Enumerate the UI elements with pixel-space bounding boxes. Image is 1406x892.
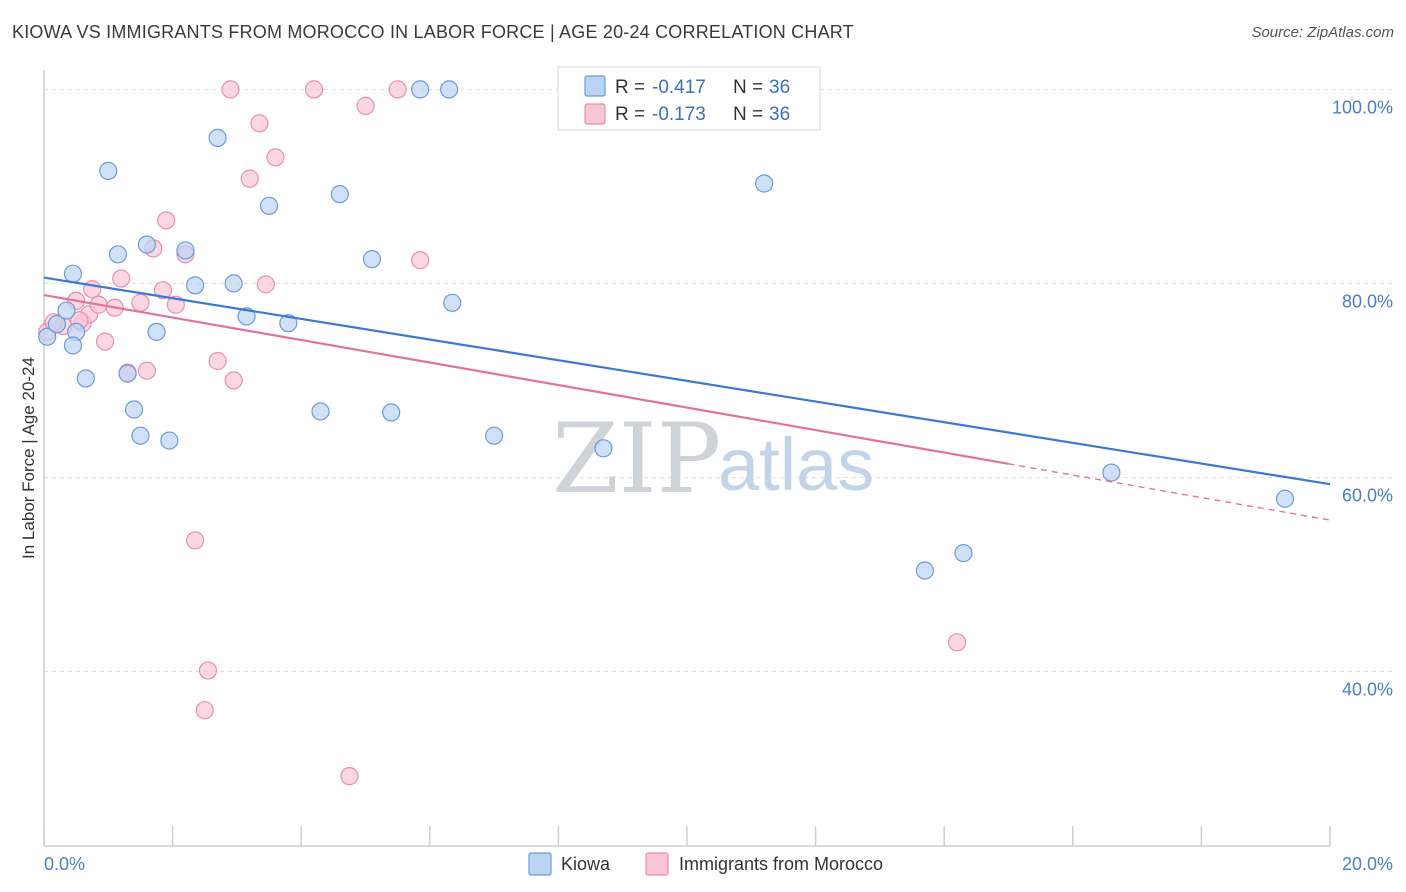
kiowa-point (47, 315, 66, 334)
legend-n-label-kiowa: N = (733, 77, 763, 98)
kiowa-point (176, 241, 195, 260)
legend-n-label-morocco: N = (733, 104, 763, 125)
morocco-point (186, 531, 205, 550)
legend-swatch-kiowa (584, 75, 606, 97)
legend: R = -0.417 N = 36 R = -0.173 N = 36 (557, 66, 821, 131)
bottom-legend-swatch-kiowa (528, 852, 552, 876)
morocco-point (256, 275, 275, 294)
kiowa-point (439, 80, 459, 99)
y-axis-label: In Labor Force | Age 20-24 (19, 357, 38, 559)
kiowa-point (411, 80, 430, 99)
morocco-point (224, 371, 243, 390)
morocco-point (304, 80, 324, 99)
y-tick-label-40: 40.0% (1342, 679, 1393, 699)
kiowa-point (118, 364, 137, 383)
morocco-point (250, 114, 269, 133)
kiowa-point (57, 301, 76, 320)
legend-swatch-morocco (584, 103, 606, 125)
kiowa-point (362, 250, 382, 269)
morocco-point (388, 80, 407, 99)
kiowa-point (124, 400, 144, 419)
x-axis-ticks (43, 826, 1331, 846)
trend-lines (43, 276, 1331, 521)
kiowa-point (38, 327, 57, 346)
source-label: Source: ZipAtlas.com (1251, 24, 1394, 41)
legend-n-value-morocco: 36 (769, 104, 790, 125)
kiowa-point (1275, 489, 1295, 508)
kiowa-point (63, 336, 83, 355)
morocco-point (157, 211, 176, 230)
morocco-point (95, 332, 115, 351)
morocco-point (153, 281, 173, 300)
kiowa-point (108, 245, 128, 264)
kiowa-point (594, 439, 613, 458)
morocco-point (112, 269, 131, 288)
legend-n-value-kiowa: 36 (769, 77, 790, 98)
x-tick-label-min: 0.0% (44, 854, 85, 874)
kiowa-point (237, 307, 256, 326)
bottom-legend: Kiowa Immigrants from Morocco (528, 852, 883, 876)
kiowa-point (186, 276, 205, 295)
kiowa-point (311, 402, 330, 421)
morocco-point (195, 701, 214, 720)
kiowa-point (63, 264, 83, 283)
kiowa-point (382, 403, 401, 422)
bottom-legend-swatch-morocco (645, 852, 669, 876)
legend-r-value-kiowa: -0.417 (652, 77, 706, 98)
x-tick-label-max: 20.0% (1342, 854, 1393, 874)
kiowa-point (443, 293, 462, 312)
kiowa-point (279, 314, 298, 333)
kiowa-point (259, 196, 279, 215)
y-tick-label-100: 100.0% (1332, 97, 1393, 117)
y-tick-label-80: 80.0% (1342, 291, 1393, 311)
bottom-legend-label-morocco: Immigrants from Morocco (679, 854, 883, 874)
bottom-legend-label-kiowa: Kiowa (561, 854, 611, 874)
kiowa-point (160, 431, 179, 450)
morocco-point (340, 767, 359, 786)
morocco-point (198, 661, 218, 680)
kiowa-point (76, 369, 95, 388)
morocco-point (137, 361, 156, 380)
trend-line-morocco (43, 293, 1009, 465)
y-tick-labels: 40.0% 60.0% 80.0% 100.0% (1332, 97, 1393, 699)
series-kiowa (38, 80, 1295, 580)
legend-r-value-morocco: -0.173 (652, 104, 706, 125)
morocco-point (266, 148, 285, 167)
y-tick-label-60: 60.0% (1342, 485, 1393, 505)
kiowa-point (131, 426, 150, 445)
morocco-point (208, 351, 227, 371)
kiowa-point (224, 274, 243, 293)
trend-line-kiowa (43, 276, 1331, 486)
morocco-point (131, 293, 150, 312)
morocco-point (221, 80, 240, 99)
morocco-point (356, 96, 375, 115)
morocco-point (411, 251, 430, 270)
kiowa-point (137, 235, 156, 254)
morocco-point (240, 169, 259, 188)
legend-r-label-morocco: R = (615, 104, 645, 125)
kiowa-point (330, 185, 349, 204)
kiowa-point (954, 543, 973, 563)
morocco-point (947, 633, 967, 652)
legend-r-label-kiowa: R = (615, 77, 645, 98)
kiowa-point (915, 561, 935, 580)
watermark-zip: ZIP (552, 403, 721, 515)
kiowa-point (485, 426, 504, 445)
chart-title: KIOWA VS IMMIGRANTS FROM MOROCCO IN LABO… (12, 22, 854, 42)
kiowa-point (755, 174, 774, 193)
kiowa-point (208, 128, 227, 147)
kiowa-point (99, 161, 118, 180)
kiowa-point (1102, 463, 1121, 482)
kiowa-point (147, 322, 166, 341)
